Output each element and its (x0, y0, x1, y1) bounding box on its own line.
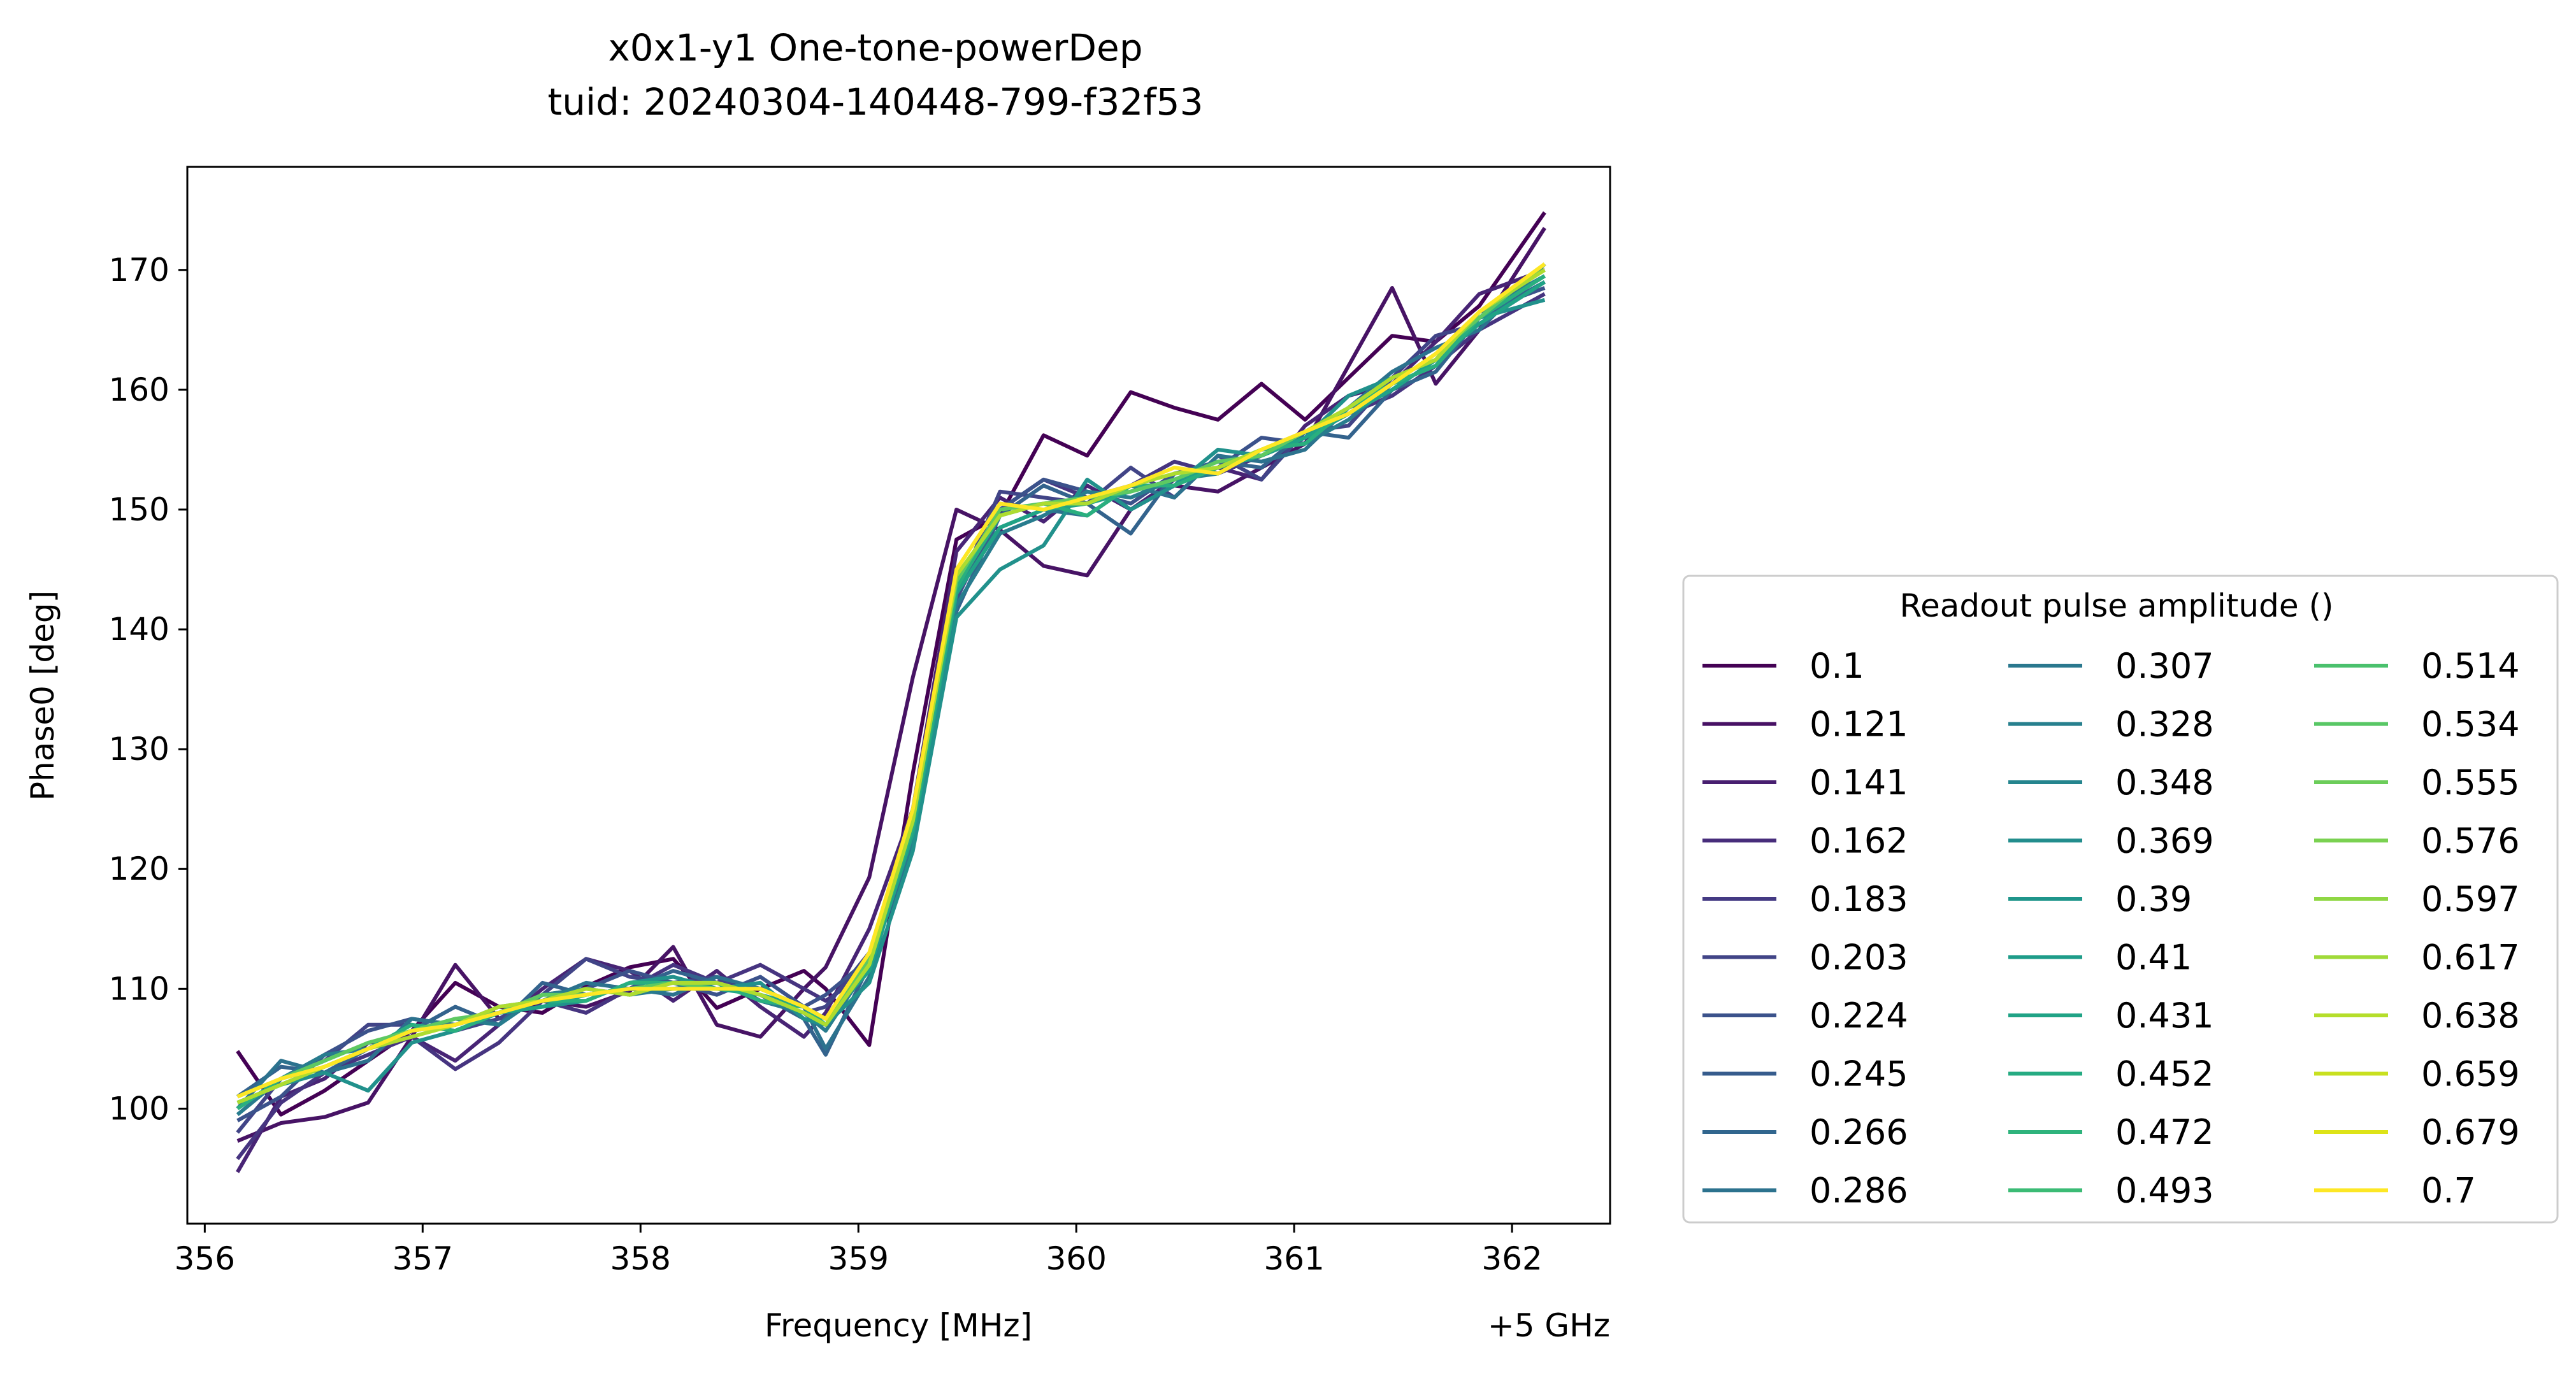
series-line-1 (236, 227, 1546, 1143)
legend-label: 0.245 (1810, 1054, 1908, 1094)
legend-label: 0.39 (2115, 879, 2192, 919)
x-tick-label: 361 (1263, 1240, 1324, 1277)
x-axis-offset-label: +5 GHz (1488, 1307, 1610, 1344)
series-line-6 (236, 280, 1546, 1099)
legend-label: 0.286 (1810, 1171, 1908, 1211)
chart-title-line1: x0x1-y1 One-tone-powerDep (608, 26, 1142, 69)
legend-label: 0.452 (2115, 1054, 2214, 1094)
y-tick-label: 100 (109, 1090, 169, 1127)
legend-label: 0.659 (2421, 1054, 2520, 1094)
x-tick-label: 356 (175, 1240, 235, 1277)
x-tick-label: 358 (610, 1240, 671, 1277)
x-tick-label: 357 (392, 1240, 453, 1277)
legend-label: 0.514 (2421, 646, 2520, 686)
legend-label: 0.493 (2115, 1171, 2214, 1211)
plot-frame (186, 166, 1611, 1225)
x-tick-label: 362 (1481, 1240, 1542, 1277)
legend-label: 0.472 (2115, 1112, 2214, 1152)
series-line-12 (236, 262, 1546, 1099)
y-tick-label: 150 (109, 491, 169, 528)
y-tick-label: 130 (109, 731, 169, 768)
x-axis-ticks: 356 357 358 359 360 361 362 (175, 1224, 1543, 1277)
legend-title: Readout pulse amplitude () (1899, 587, 2333, 624)
y-tick-label: 170 (109, 252, 169, 289)
legend-label: 0.679 (2421, 1112, 2520, 1152)
y-tick-label: 120 (109, 850, 169, 887)
x-tick-label: 359 (828, 1240, 889, 1277)
legend-label: 0.162 (1810, 821, 1908, 861)
legend-label: 0.534 (2421, 705, 2520, 745)
series-line-14 (236, 262, 1546, 1099)
y-axis-ticks: 100 110 120 130 140 150 160 170 (109, 252, 187, 1127)
series-line-8 (236, 274, 1546, 1117)
y-tick-label: 140 (109, 611, 169, 648)
legend-label: 0.141 (1810, 762, 1908, 803)
legend-label: 0.121 (1810, 705, 1908, 745)
legend-label: 0.597 (2421, 879, 2520, 919)
legend-label: 0.307 (2115, 646, 2214, 686)
y-axis-label: Phase0 [deg] (24, 590, 61, 801)
plot-area (186, 166, 1611, 1225)
series-line-11 (236, 274, 1546, 1110)
legend-label: 0.1 (1810, 646, 1864, 686)
x-axis-label: Frequency [MHz] (765, 1307, 1032, 1344)
legend-label: 0.617 (2421, 938, 2520, 978)
legend-label: 0.183 (1810, 879, 1908, 919)
chart-title-line2: tuid: 20240304-140448-799-f32f53 (548, 80, 1204, 124)
legend-label: 0.41 (2115, 938, 2192, 978)
legend-label: 0.266 (1810, 1112, 1908, 1152)
series-layer (236, 211, 1546, 1173)
legend-label: 0.369 (2115, 821, 2214, 861)
series-line-10 (236, 280, 1546, 1105)
legend-box (1682, 575, 2559, 1224)
legend: Readout pulse amplitude () 0.1 0.121 0.141… (1682, 575, 2559, 1224)
legend-label: 0.555 (2421, 762, 2520, 803)
series-line-7 (236, 262, 1546, 1110)
legend-label: 0.638 (2421, 996, 2520, 1036)
series-line-2 (236, 268, 1546, 1173)
legend-entries: 0.1 0.121 0.141 0.162 0.183 0.203 0.224 0.245 0.… (1702, 646, 2520, 1211)
x-tick-label: 360 (1046, 1240, 1106, 1277)
legend-label: 0.348 (2115, 762, 2214, 803)
series-line-0 (236, 211, 1546, 1117)
legend-label: 0.7 (2421, 1171, 2476, 1211)
legend-label: 0.576 (2421, 821, 2520, 861)
y-tick-label: 160 (109, 371, 169, 408)
y-tick-label: 110 (109, 970, 169, 1007)
legend-label: 0.328 (2115, 705, 2214, 745)
legend-label: 0.203 (1810, 938, 1908, 978)
legend-label: 0.431 (2115, 996, 2214, 1036)
legend-label: 0.224 (1810, 996, 1908, 1036)
